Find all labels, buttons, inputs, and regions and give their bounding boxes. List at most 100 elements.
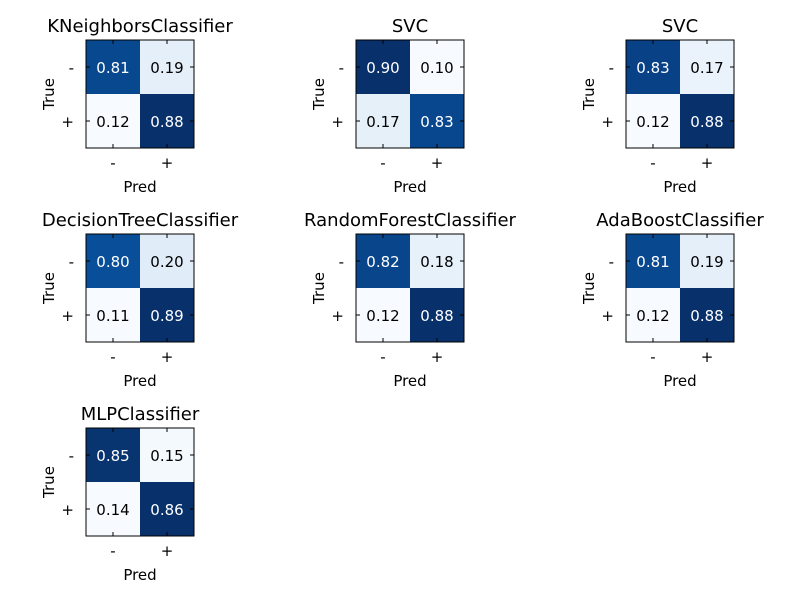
- cell-value-label: 0.12: [636, 307, 669, 325]
- confusion-matrix-panel: AdaBoostClassifier 0.81 0.19 0.12 0.88 - - + + Pr…: [580, 210, 764, 390]
- chart-title: SVC: [662, 16, 698, 37]
- cell-value-label: 0.88: [150, 113, 183, 131]
- cell-value-label: 0.18: [420, 253, 453, 271]
- y-tick-label: -: [69, 447, 74, 465]
- x-tick-label: +: [161, 154, 174, 172]
- y-tick-label: +: [61, 501, 74, 519]
- x-tick-label: -: [110, 154, 115, 172]
- heatmap-cell: [356, 40, 410, 94]
- matrix-frame: [625, 39, 735, 149]
- x-tick-label: -: [650, 348, 655, 366]
- y-axis-label: True: [40, 466, 58, 499]
- y-tick-label: -: [609, 253, 614, 271]
- heatmap-cell: [86, 234, 140, 288]
- heatmap-cell: [680, 234, 734, 288]
- cell-value-label: 0.19: [690, 253, 723, 271]
- heatmap-cell: [140, 234, 194, 288]
- cell-value-label: 0.81: [96, 59, 129, 77]
- confusion-matrix-panel: DecisionTreeClassifier 0.80 0.20 0.11 0.89 - -…: [40, 210, 239, 390]
- cell-value-label: 0.12: [96, 113, 129, 131]
- confusion-matrix-panel: RandomForestClassifier 0.82 0.18 0.12 0.88 - -…: [304, 210, 517, 390]
- cell-value-label: 0.83: [420, 113, 453, 131]
- heatmap-cell: [140, 428, 194, 482]
- cell-value-label: 0.14: [96, 501, 129, 519]
- chart-title: MLPClassifier: [81, 404, 200, 425]
- heatmap-cell: [140, 482, 194, 536]
- cell-value-label: 0.12: [636, 113, 669, 131]
- y-tick-label: +: [601, 113, 614, 131]
- cell-value-label: 0.19: [150, 59, 183, 77]
- matrix-frame: [625, 233, 735, 343]
- y-axis-label: True: [580, 78, 598, 111]
- y-axis-label: True: [580, 272, 598, 305]
- heatmap-cell: [626, 288, 680, 342]
- cell-value-label: 0.15: [150, 447, 183, 465]
- cell-value-label: 0.86: [150, 501, 183, 519]
- confusion-matrix-panel: SVC 0.83 0.17 0.12 0.88 - - + + Pred True: [580, 16, 735, 196]
- cell-value-label: 0.11: [96, 307, 129, 325]
- y-tick-label: +: [601, 307, 614, 325]
- y-tick-label: +: [331, 113, 344, 131]
- heatmap-cell: [356, 288, 410, 342]
- cell-value-label: 0.85: [96, 447, 129, 465]
- matrix-frame: [85, 233, 195, 343]
- y-tick-label: -: [69, 59, 74, 77]
- x-axis-label: Pred: [393, 372, 426, 390]
- cell-value-label: 0.88: [420, 307, 453, 325]
- x-tick-label: -: [110, 542, 115, 560]
- confusion-matrix-panel: SVC 0.90 0.10 0.17 0.83 - - + + Pred True: [310, 16, 465, 196]
- heatmap-cell: [356, 234, 410, 288]
- matrix-frame: [85, 427, 195, 537]
- y-tick-label: +: [331, 307, 344, 325]
- heatmap-cell: [626, 94, 680, 148]
- heatmap-cell: [86, 40, 140, 94]
- cell-value-label: 0.82: [366, 253, 399, 271]
- y-axis-label: True: [40, 78, 58, 111]
- heatmap-cell: [410, 94, 464, 148]
- x-axis-label: Pred: [393, 178, 426, 196]
- cell-value-label: 0.88: [690, 307, 723, 325]
- y-tick-label: -: [339, 253, 344, 271]
- x-tick-label: -: [380, 348, 385, 366]
- chart-title: AdaBoostClassifier: [596, 210, 764, 231]
- cell-value-label: 0.10: [420, 59, 453, 77]
- heatmap-cell: [140, 94, 194, 148]
- y-tick-label: -: [609, 59, 614, 77]
- chart-title: SVC: [392, 16, 428, 37]
- y-axis-label: True: [310, 272, 328, 305]
- x-tick-label: +: [161, 348, 174, 366]
- y-tick-label: -: [339, 59, 344, 77]
- heatmap-cell: [410, 234, 464, 288]
- heatmap-cell: [680, 288, 734, 342]
- heatmap-cell: [626, 40, 680, 94]
- x-axis-label: Pred: [123, 372, 156, 390]
- y-tick-label: +: [61, 307, 74, 325]
- x-axis-label: Pred: [123, 178, 156, 196]
- matrix-frame: [85, 39, 195, 149]
- heatmap-cell: [140, 288, 194, 342]
- cell-value-label: 0.89: [150, 307, 183, 325]
- y-tick-label: +: [61, 113, 74, 131]
- heatmap-cell: [410, 40, 464, 94]
- x-tick-label: -: [110, 348, 115, 366]
- heatmap-cell: [140, 40, 194, 94]
- heatmap-cell: [680, 40, 734, 94]
- heatmap-cell: [410, 288, 464, 342]
- x-tick-label: -: [650, 154, 655, 172]
- chart-title: KNeighborsClassifier: [47, 16, 233, 37]
- cell-value-label: 0.90: [366, 59, 399, 77]
- matrix-frame: [355, 39, 465, 149]
- x-tick-label: +: [701, 348, 714, 366]
- x-tick-label: -: [380, 154, 385, 172]
- cell-value-label: 0.80: [96, 253, 129, 271]
- heatmap-cell: [356, 94, 410, 148]
- chart-title: RandomForestClassifier: [304, 210, 517, 231]
- y-axis-label: True: [40, 272, 58, 305]
- heatmap-cell: [86, 94, 140, 148]
- x-tick-label: +: [431, 154, 444, 172]
- heatmap-cell: [86, 482, 140, 536]
- y-axis-label: True: [310, 78, 328, 111]
- cell-value-label: 0.20: [150, 253, 183, 271]
- x-axis-label: Pred: [123, 566, 156, 584]
